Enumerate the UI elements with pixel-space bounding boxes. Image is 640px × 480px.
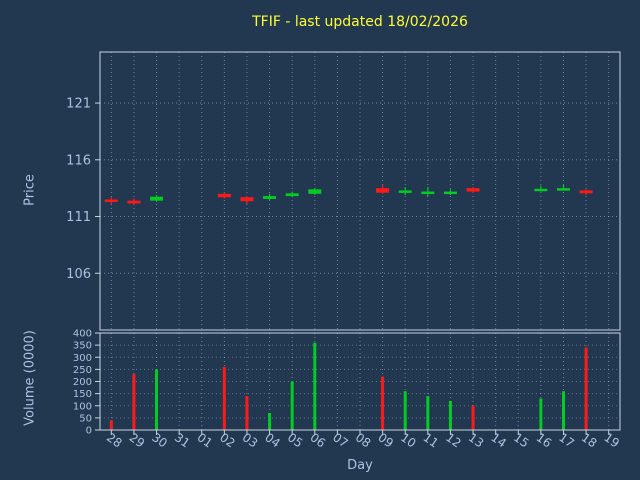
svg-text:350: 350 xyxy=(73,341,92,352)
chart-title: TFIF - last updated 18/02/2026 xyxy=(252,14,468,30)
gridlines xyxy=(100,52,620,430)
svg-text:08: 08 xyxy=(353,430,374,450)
svg-text:116: 116 xyxy=(66,153,91,168)
svg-text:300: 300 xyxy=(73,353,92,364)
svg-text:11: 11 xyxy=(421,430,442,450)
svg-text:16: 16 xyxy=(534,430,555,450)
svg-text:106: 106 xyxy=(66,267,91,282)
series xyxy=(104,184,593,430)
price-axis-label: Price xyxy=(22,174,38,206)
svg-text:31: 31 xyxy=(172,430,193,450)
svg-text:06: 06 xyxy=(308,430,329,450)
svg-text:200: 200 xyxy=(73,377,92,388)
svg-text:100: 100 xyxy=(73,401,92,412)
day-axis-label: Day xyxy=(347,458,373,473)
svg-text:09: 09 xyxy=(375,430,396,450)
volume-axis-label: Volume (0000) xyxy=(22,330,38,426)
svg-text:111: 111 xyxy=(66,210,91,225)
svg-text:121: 121 xyxy=(66,97,91,112)
svg-text:01: 01 xyxy=(195,430,216,450)
svg-text:07: 07 xyxy=(330,430,351,450)
svg-text:400: 400 xyxy=(73,329,92,340)
svg-text:03: 03 xyxy=(240,430,261,450)
svg-text:02: 02 xyxy=(217,430,238,450)
svg-text:50: 50 xyxy=(79,413,92,424)
svg-text:18: 18 xyxy=(579,430,600,450)
svg-text:13: 13 xyxy=(466,430,487,450)
svg-text:15: 15 xyxy=(511,430,532,450)
svg-text:17: 17 xyxy=(556,430,577,450)
svg-text:12: 12 xyxy=(443,430,464,450)
svg-text:30: 30 xyxy=(149,430,170,450)
svg-text:0: 0 xyxy=(86,426,92,437)
svg-text:250: 250 xyxy=(73,365,92,376)
svg-text:04: 04 xyxy=(262,430,283,450)
svg-text:19: 19 xyxy=(601,430,622,450)
svg-text:150: 150 xyxy=(73,389,92,400)
svg-text:29: 29 xyxy=(127,430,148,450)
svg-text:10: 10 xyxy=(398,430,419,450)
svg-text:05: 05 xyxy=(285,430,306,450)
svg-text:14: 14 xyxy=(488,430,509,450)
svg-text:28: 28 xyxy=(104,430,125,450)
